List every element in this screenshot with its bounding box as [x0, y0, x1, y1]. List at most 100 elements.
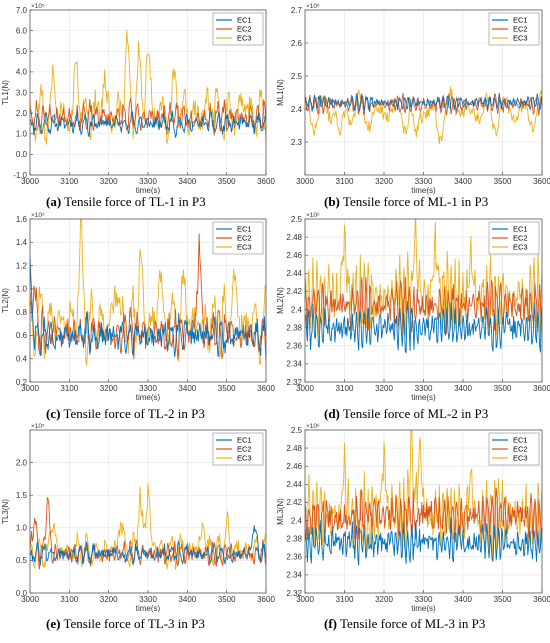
x-tick-label: 3000	[21, 177, 39, 186]
x-tick-label: 3000	[21, 595, 39, 604]
axis-exponent: ×10⁵	[31, 212, 45, 219]
panel-caption: (c) Tensile force of TL-2 in P3	[46, 406, 205, 421]
chart-panel-b: 3000 3100 3200 3300 3400 3500 3600 2.3 2.4 2.5 2.6…	[276, 3, 550, 209]
y-axis-label: ML3(N)	[276, 498, 285, 525]
y-tick-label: 2.34	[286, 571, 302, 580]
x-tick-label: 3100	[60, 384, 78, 393]
y-tick-label: 1.5	[16, 491, 28, 500]
caption-letter: (d)	[324, 406, 340, 421]
chart-panel-c: 3000 3100 3200 3300 3400 3500 3600 0.2 0.4 0.6 0.8…	[1, 212, 275, 421]
y-tick-label: 3.0	[16, 88, 28, 97]
legend-label-ec2: EC2	[237, 234, 252, 243]
x-tick-label: 3100	[60, 595, 78, 604]
x-axis-label: time(s)	[136, 393, 161, 402]
y-tick-label: 0.0	[16, 589, 28, 598]
legend-label-ec3: EC3	[513, 454, 528, 463]
axis-exponent: ×10⁵	[31, 423, 45, 430]
y-tick-label: 2.38	[286, 534, 302, 543]
legend-label-ec2: EC2	[237, 25, 252, 34]
x-tick-label: 3600	[533, 595, 550, 604]
y-axis-label: TL3(N)	[1, 499, 10, 524]
y-tick-label: 2.44	[286, 480, 302, 489]
y-tick-label: 5.0	[16, 47, 28, 56]
y-tick-label: 2.4	[291, 516, 303, 525]
y-tick-label: 2.48	[286, 444, 302, 453]
y-tick-label: 2.34	[286, 360, 302, 369]
y-tick-label: 1.6	[16, 215, 28, 224]
axis-exponent: ×10⁶	[306, 423, 320, 430]
x-tick-label: 3500	[218, 177, 236, 186]
x-tick-label: 3500	[494, 595, 512, 604]
y-tick-label: 2.38	[286, 323, 302, 332]
y-tick-label: 2.4	[291, 105, 303, 114]
series-line-ec2	[305, 92, 542, 117]
x-tick-label: 3600	[533, 384, 550, 393]
y-tick-label: 2.3	[291, 138, 303, 147]
legend-label-ec1: EC1	[237, 436, 252, 445]
x-tick-label: 3300	[415, 595, 433, 604]
y-tick-label: 2.0	[16, 458, 28, 467]
legend-label-ec3: EC3	[513, 34, 528, 43]
x-tick-label: 3200	[100, 384, 118, 393]
caption-text: Tensile force of ML-1 in P3	[340, 194, 488, 209]
series-line-ec1	[30, 525, 266, 567]
x-tick-label: 3300	[139, 595, 157, 604]
x-tick-label: 3600	[257, 384, 275, 393]
y-tick-label: 0.6	[16, 331, 28, 340]
x-tick-label: 3100	[336, 595, 354, 604]
caption-letter: (a)	[46, 194, 61, 209]
x-tick-label: 3300	[415, 384, 433, 393]
x-tick-label: 3200	[100, 177, 118, 186]
x-tick-label: 3000	[296, 595, 314, 604]
x-tick-label: 3000	[296, 177, 314, 186]
y-tick-label: 2.42	[286, 498, 302, 507]
y-axis-label: TL1(N)	[1, 80, 10, 105]
axis-exponent: ×10⁶	[306, 212, 320, 219]
x-tick-label: 3500	[218, 384, 236, 393]
y-tick-label: 2.7	[291, 6, 303, 15]
y-axis-label: ML2(N)	[276, 287, 285, 314]
y-tick-label: 0.0	[16, 150, 28, 159]
x-tick-label: 3100	[60, 177, 78, 186]
panel-caption: (d) Tensile force of ML-2 in P3	[324, 406, 488, 421]
y-tick-label: 2.5	[291, 72, 303, 81]
caption-letter: (c)	[46, 406, 60, 421]
caption-letter: (f)	[324, 616, 337, 631]
caption-text: Tensile force of TL-1 in P3	[61, 194, 205, 209]
y-tick-label: 1.0	[16, 524, 28, 533]
x-tick-label: 3400	[178, 595, 196, 604]
y-tick-label: 2.48	[286, 233, 302, 242]
legend-label-ec1: EC1	[513, 436, 528, 445]
x-axis-label: time(s)	[411, 186, 436, 195]
x-tick-label: 3500	[494, 384, 512, 393]
x-tick-label: 3400	[454, 595, 472, 604]
x-axis-label: time(s)	[136, 604, 161, 613]
legend-label-ec3: EC3	[237, 454, 252, 463]
series-line-ec3	[30, 29, 266, 146]
series-line-ec3	[305, 430, 542, 559]
x-tick-label: 3500	[494, 177, 512, 186]
y-tick-label: 2.32	[286, 589, 302, 598]
y-tick-label: 2.46	[286, 251, 302, 260]
x-tick-label: 3000	[21, 384, 39, 393]
x-axis-label: time(s)	[136, 186, 161, 195]
y-tick-label: 2.44	[286, 269, 302, 278]
legend-label-ec1: EC1	[513, 225, 528, 234]
x-tick-label: 3300	[415, 177, 433, 186]
y-tick-label: 2.5	[291, 426, 303, 435]
caption-text: Tensile force of TL-2 in P3	[60, 406, 204, 421]
legend-label-ec2: EC2	[513, 234, 528, 243]
panel-caption: (f) Tensile force of ML-3 in P3	[324, 616, 485, 631]
y-tick-label: 4.0	[16, 68, 28, 77]
x-tick-label: 3200	[375, 177, 393, 186]
y-tick-label: 0.5	[16, 556, 28, 565]
y-tick-label: 2.36	[286, 553, 302, 562]
panel-caption: (e) Tensile force of TL-3 in P3	[46, 616, 205, 631]
chart-panel-e: 3000 3100 3200 3300 3400 3500 3600 0.0 0.5 1.0 1.5…	[1, 423, 275, 631]
y-tick-label: 2.32	[286, 378, 302, 387]
y-tick-label: 0.8	[16, 308, 28, 317]
legend-label-ec1: EC1	[513, 16, 528, 25]
